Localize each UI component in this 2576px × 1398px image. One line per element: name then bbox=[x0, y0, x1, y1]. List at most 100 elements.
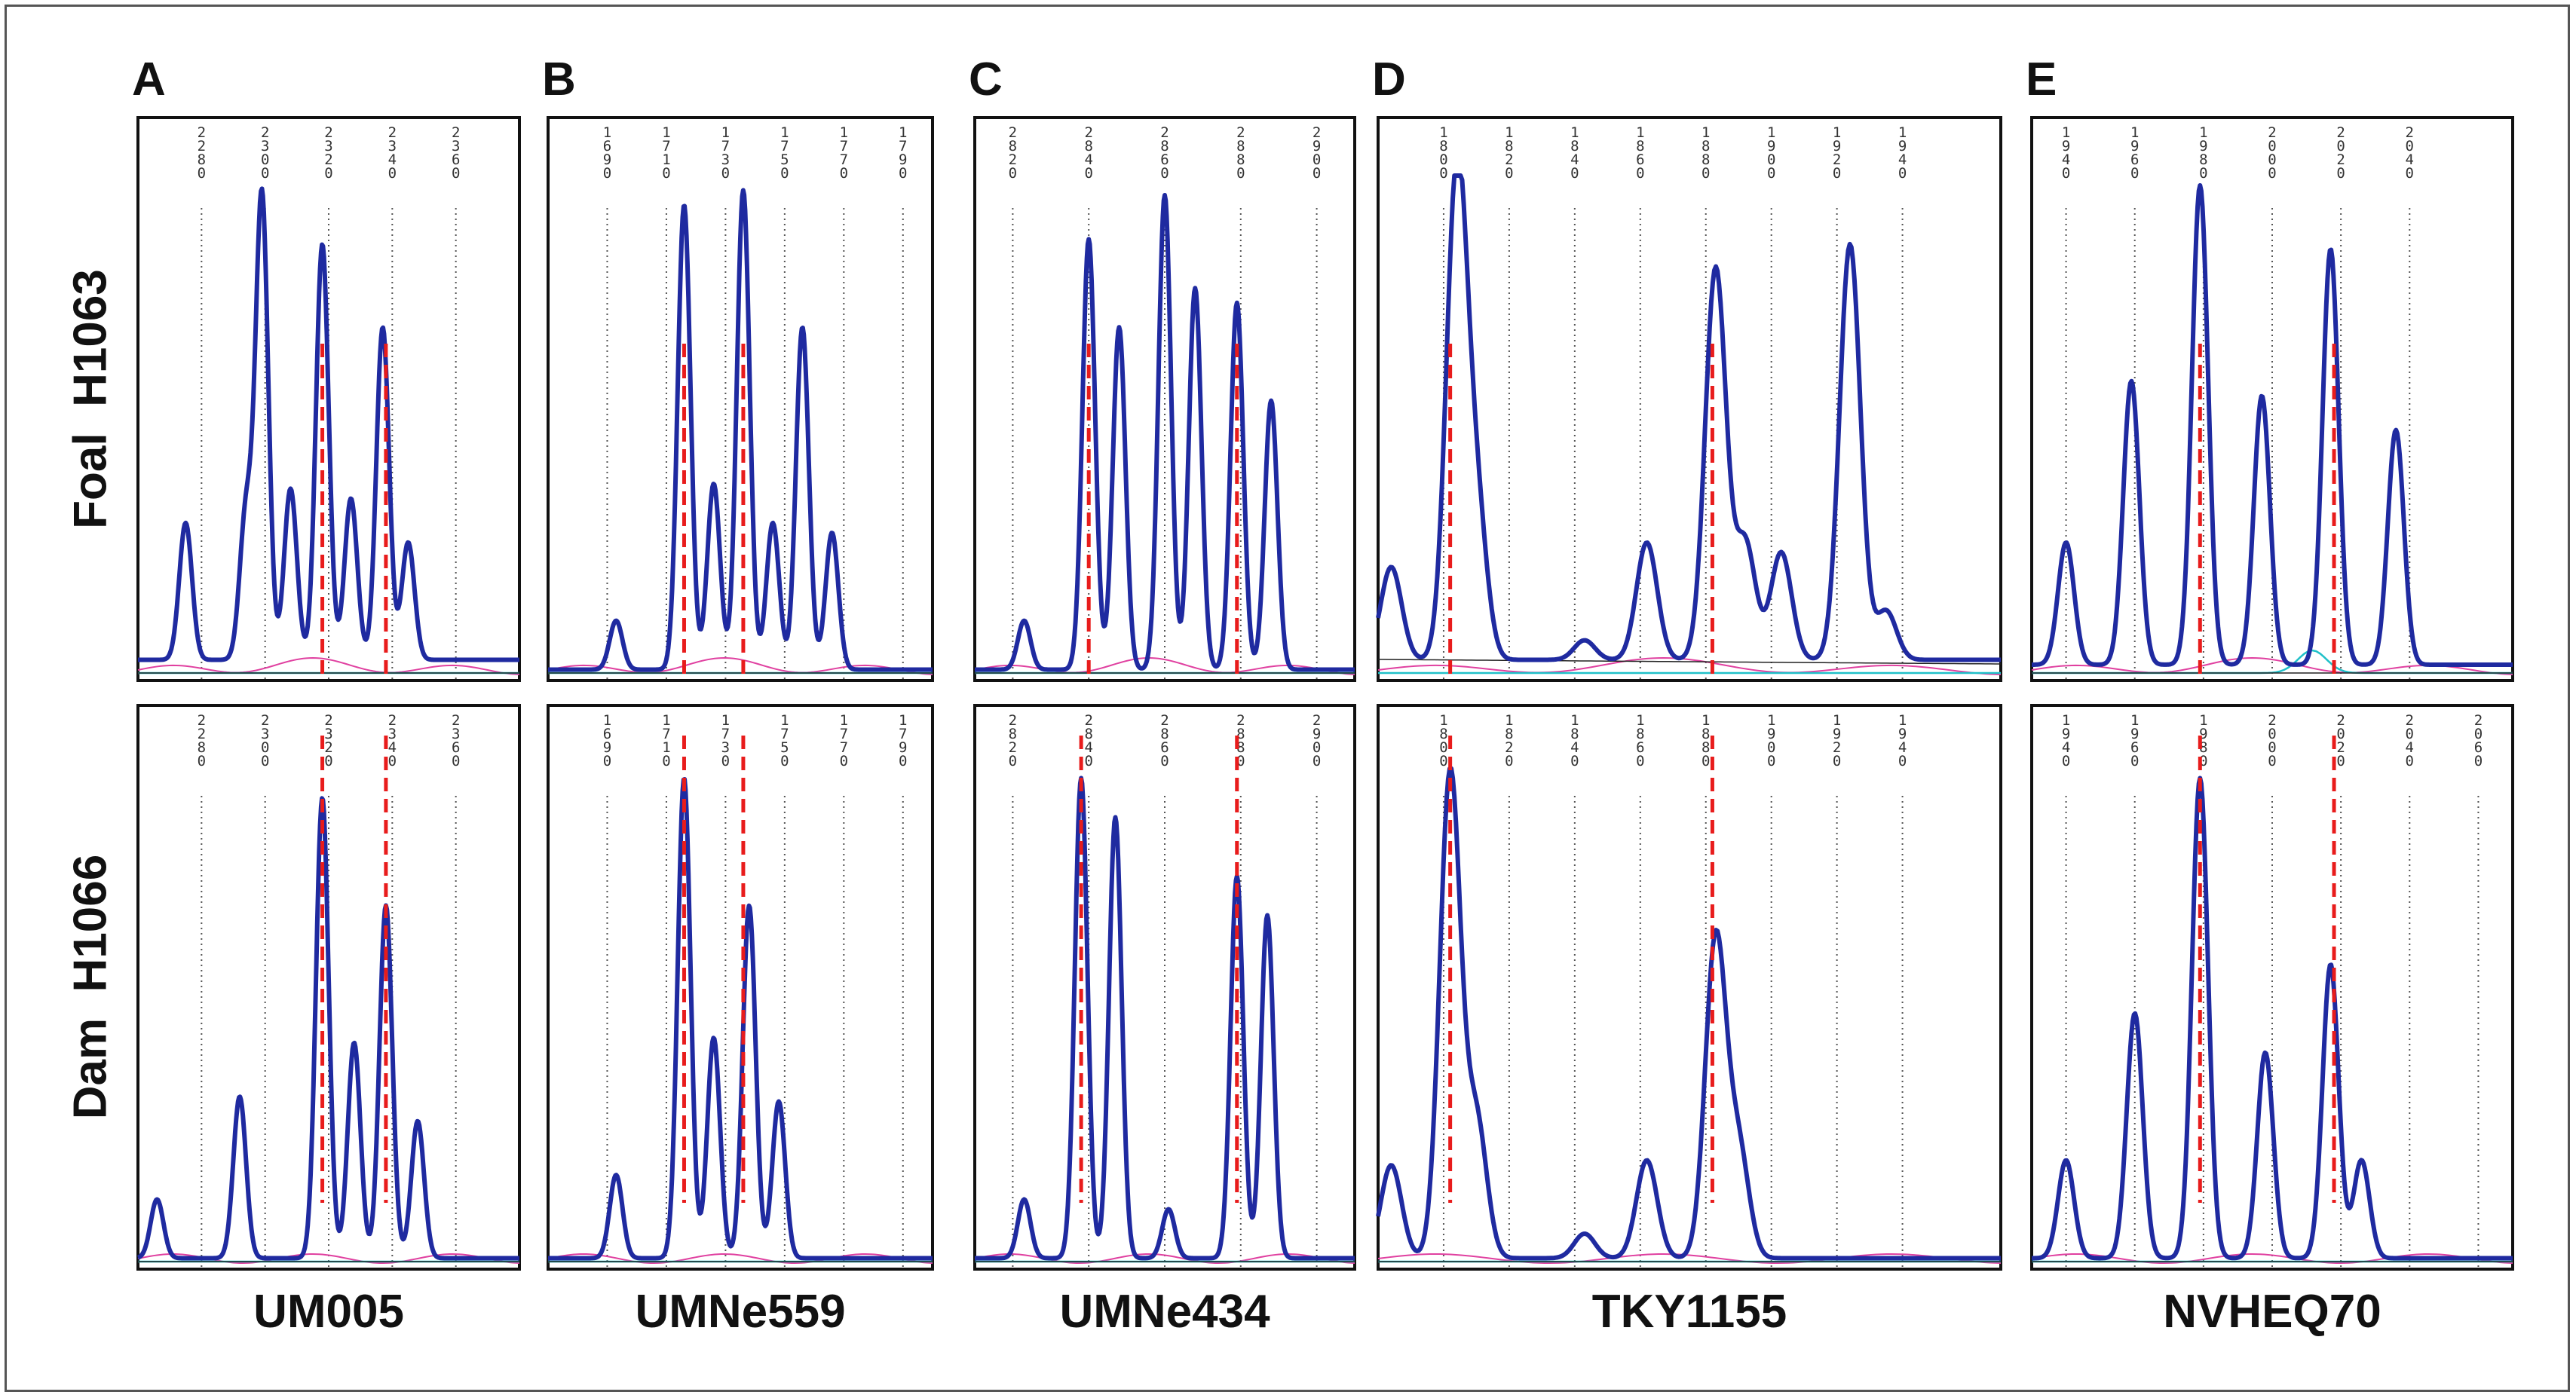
panel-b-row-dam: 1 6 9 0 1 7 1 0 1 7 3 0 1 7 5 0 1 7 7 0 1 7 9 0 bbox=[547, 704, 934, 1271]
row-label-foal: Foal H1063 bbox=[64, 268, 117, 529]
panel-e-row-dam: 1 9 4 0 1 9 6 0 1 9 8 0 2 0 0 0 2 0 2 0 2 0 4 0 2 0 6 0 bbox=[2030, 704, 2514, 1271]
panel-letter-d: D bbox=[1372, 54, 1406, 106]
secondary-trace-pink bbox=[974, 1253, 1355, 1265]
panel-b-row-foal: 1 6 9 0 1 7 1 0 1 7 3 0 1 7 5 0 1 7 7 0 1 7 9 0 bbox=[547, 116, 934, 682]
electropherogram-trace bbox=[973, 775, 1356, 1261]
panel-e-row-foal: 1 9 4 0 1 9 6 0 1 9 8 0 2 0 0 0 2 0 2 0 2 0 4 0 bbox=[2030, 116, 2514, 682]
panel-letter-a: A bbox=[132, 54, 166, 106]
plot-frame bbox=[1377, 704, 2002, 1271]
electropherogram-trace bbox=[1376, 766, 2002, 1261]
plot-frame bbox=[547, 116, 934, 682]
row-label-dam: Dam H1066 bbox=[64, 854, 117, 1120]
electropherogram-trace bbox=[136, 796, 521, 1261]
secondary-trace-pink bbox=[1377, 656, 2002, 675]
panel-letter-c: C bbox=[969, 54, 1003, 106]
secondary-trace-pink bbox=[547, 656, 933, 675]
electropherogram-trace bbox=[136, 186, 521, 662]
panel-c-row-foal: 2 8 2 0 2 8 4 0 2 8 6 0 2 8 8 0 2 9 0 0 bbox=[973, 116, 1356, 682]
panel-c-row-dam: 2 8 2 0 2 8 4 0 2 8 6 0 2 8 8 0 2 9 0 0 bbox=[973, 704, 1356, 1271]
electropherogram-trace bbox=[2030, 183, 2514, 667]
plot-frame bbox=[1377, 116, 2002, 682]
plot-frame bbox=[547, 704, 934, 1271]
electropherogram-trace bbox=[547, 777, 934, 1261]
secondary-trace-pink bbox=[137, 656, 520, 675]
electropherogram-trace bbox=[547, 188, 934, 672]
panel-letter-e: E bbox=[2026, 54, 2057, 106]
marker-label: TKY1155 bbox=[1591, 1286, 1787, 1338]
panel-d-row-dam: 1 8 0 0 1 8 2 0 1 8 4 0 1 8 6 0 1 8 8 0 1 9 0 0 1 9 2 0 1 9 4 0 bbox=[1376, 704, 2002, 1271]
marker-label: NVHEQ70 bbox=[2163, 1286, 2381, 1338]
marker-label: UMNe434 bbox=[1059, 1286, 1270, 1338]
marker-label: UMNe559 bbox=[635, 1286, 846, 1338]
panel-letter-b: B bbox=[542, 54, 576, 106]
electropherogram-trace bbox=[1376, 173, 2002, 662]
electropherogram-trace bbox=[2030, 775, 2514, 1261]
marker-label: UM005 bbox=[253, 1286, 404, 1338]
panel-a-row-dam: 2 2 8 0 2 3 0 0 2 3 2 0 2 3 4 0 2 3 6 0 bbox=[136, 704, 521, 1271]
panel-a-row-foal: 2 2 8 0 2 3 0 0 2 3 2 0 2 3 4 0 2 3 6 0 bbox=[136, 116, 521, 682]
secondary-trace-black bbox=[1377, 659, 2002, 665]
panel-d-row-foal: 1 8 0 0 1 8 2 0 1 8 4 0 1 8 6 0 1 8 8 0 1 9 0 0 1 9 2 0 1 9 4 0 bbox=[1376, 116, 2002, 682]
secondary-trace-pink bbox=[547, 1253, 933, 1265]
